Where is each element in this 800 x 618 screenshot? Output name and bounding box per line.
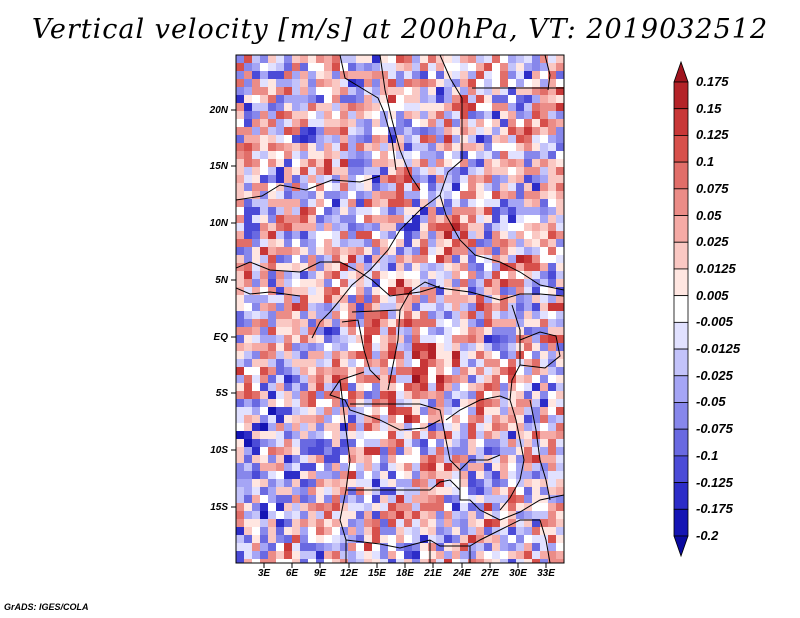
colorbar-label: -0.075 <box>696 421 733 437</box>
lon-label: 18E <box>396 568 414 579</box>
lon-label: 15E <box>368 568 386 579</box>
colorbar-swatch <box>673 241 689 270</box>
map-frame <box>235 54 565 564</box>
lon-label: 21E <box>424 568 442 579</box>
colorbar-swatch <box>673 428 689 457</box>
colorbar-label: 0.1 <box>696 154 715 170</box>
lat-label: 15N <box>209 161 228 172</box>
colorbar-swatch <box>673 348 689 377</box>
colorbar-label: -0.125 <box>696 474 733 490</box>
lon-label: 30E <box>509 568 527 579</box>
lat-label: EQ <box>213 332 228 343</box>
lat-label: 20N <box>209 105 228 116</box>
colorbar <box>673 60 689 558</box>
colorbar-swatch <box>673 455 689 483</box>
country-borders <box>236 55 564 563</box>
lat-label: 10N <box>209 218 228 229</box>
colorbar-label: -0.05 <box>696 394 726 410</box>
colorbar-swatch <box>673 188 689 216</box>
lon-label: 3E <box>257 568 271 579</box>
lon-label: 6E <box>285 568 299 579</box>
lon-label: 12E <box>340 568 358 579</box>
colorbar-label: -0.025 <box>696 367 733 383</box>
colorbar-label: 0.075 <box>696 180 729 196</box>
lon-label: 24E <box>453 568 471 579</box>
colorbar-label: 0.175 <box>696 74 729 89</box>
colorbar-label: -0.0125 <box>696 341 741 357</box>
colorbar-swatch <box>673 60 689 83</box>
colorbar-swatch <box>673 81 689 110</box>
colorbar-label: -0.175 <box>696 501 733 517</box>
colorbar-swatch <box>673 375 689 403</box>
colorbar-swatch <box>673 108 689 136</box>
colorbar-swatch <box>673 482 689 510</box>
colorbar-swatch <box>673 321 689 350</box>
colorbar-swatch <box>673 508 689 537</box>
lon-label: 27E <box>481 568 499 579</box>
lat-label: 5S <box>215 388 228 399</box>
colorbar-swatch <box>673 535 689 558</box>
colorbar-label: -0.2 <box>696 528 719 543</box>
colorbar-label: 0.05 <box>696 207 722 223</box>
colorbar-label: 0.15 <box>696 100 722 116</box>
colorbar-label: 0.005 <box>696 287 729 303</box>
map-title: Vertical velocity [m/s] at 200hPa, VT: 2… <box>31 14 769 45</box>
colorbar-swatch <box>673 402 689 430</box>
colorbar-label: 0.125 <box>696 127 729 143</box>
colorbar-label: 0.0125 <box>696 260 736 276</box>
lon-label: 9E <box>313 568 327 579</box>
colorbar-label: -0.1 <box>696 447 719 463</box>
lat-label: 5N <box>215 275 228 286</box>
colorbar-swatch <box>673 135 689 163</box>
lon-label: 33E <box>537 568 555 579</box>
colorbar-swatch <box>673 268 689 297</box>
colorbar-swatch <box>673 215 689 243</box>
lat-label: 10S <box>210 445 228 456</box>
colorbar-swatch <box>673 295 689 323</box>
colorbar-swatch <box>673 161 689 190</box>
axis-ticks <box>231 109 547 568</box>
colorbar-label: -0.005 <box>696 314 733 330</box>
grads-credit: GrADS: IGES/COLA <box>4 602 89 612</box>
lat-label: 15S <box>210 502 228 513</box>
colorbar-label: 0.025 <box>696 234 729 250</box>
